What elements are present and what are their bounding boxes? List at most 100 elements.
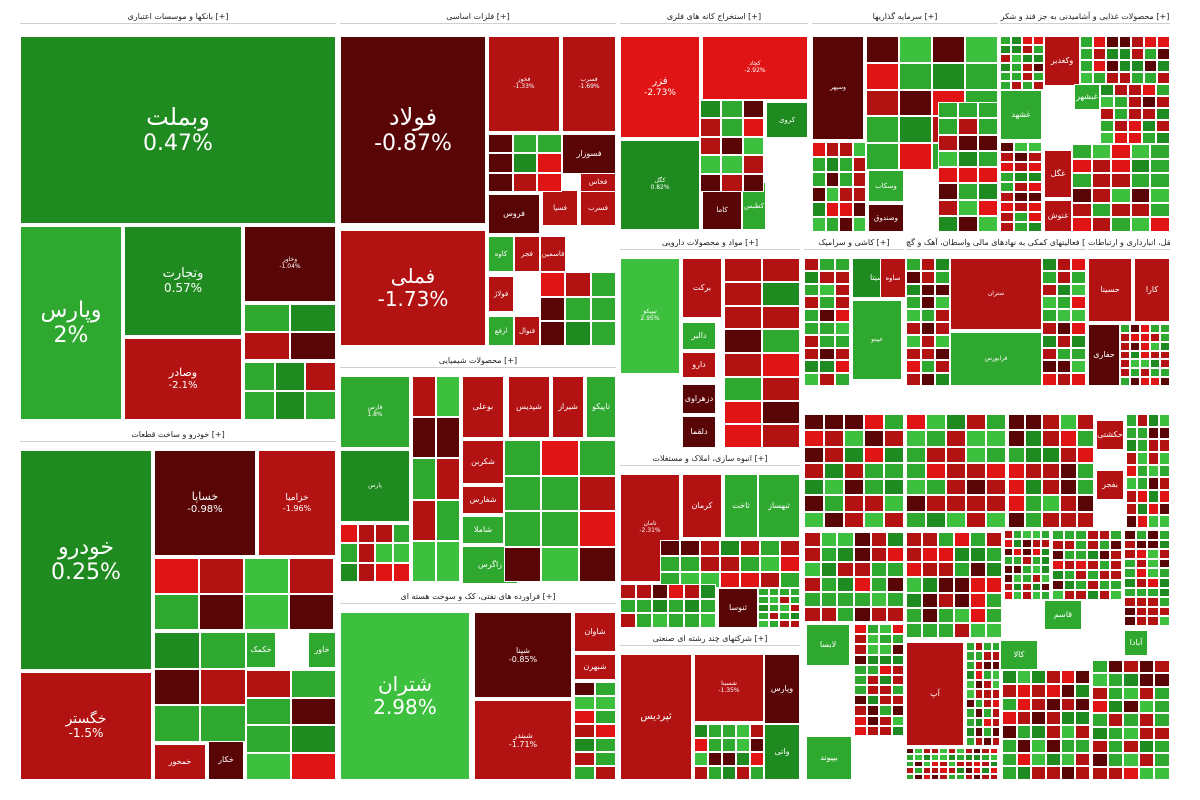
stock-tile-small[interactable]: [879, 715, 892, 726]
stock-tile-small[interactable]: [412, 417, 436, 459]
stock-tile-small[interactable]: [340, 524, 358, 544]
stock-tile-small[interactable]: [1150, 202, 1170, 218]
stock-tile-small[interactable]: [1130, 188, 1151, 203]
stock-tile-small[interactable]: [854, 715, 867, 726]
stock-tile-small[interactable]: [512, 153, 538, 173]
stock-tile-small[interactable]: [819, 334, 835, 348]
stock-tile-small[interactable]: [938, 199, 958, 216]
stock-tile-small[interactable]: [844, 495, 864, 512]
stock-tile-small[interactable]: [879, 664, 892, 675]
stock-tile-small[interactable]: [983, 689, 992, 699]
stock-tile-small[interactable]: [1031, 547, 1041, 557]
stock-tile-small[interactable]: [1040, 582, 1050, 592]
stock-tile-small[interactable]: [1147, 549, 1159, 559]
stock-tile-small[interactable]: [1056, 309, 1072, 322]
stock-tile-small[interactable]: [1014, 212, 1028, 222]
stock-tile-small[interactable]: [1154, 700, 1170, 714]
stock-tile-small[interactable]: [1154, 740, 1170, 754]
stock-tile-small[interactable]: [436, 376, 460, 418]
stock-tile-small[interactable]: [708, 738, 722, 752]
stock-tile-small[interactable]: [1130, 144, 1151, 159]
stock-tile-small[interactable]: [839, 172, 853, 187]
stock-tile-small[interactable]: [1000, 182, 1014, 192]
stock-tile-small[interactable]: [1031, 738, 1046, 753]
stock-tile-small[interactable]: [834, 283, 850, 297]
stock-tile-small[interactable]: [978, 150, 998, 167]
stock-tile-small[interactable]: [1098, 580, 1111, 590]
stock-tile-small[interactable]: [694, 766, 708, 780]
stock-tile-small[interactable]: [1072, 217, 1092, 232]
stock-tile-small[interactable]: [412, 376, 436, 418]
stock-tile-small[interactable]: [866, 116, 899, 144]
stock-tile-small[interactable]: [970, 592, 986, 608]
stock-tile-small[interactable]: [935, 322, 950, 335]
stock-tile-small[interactable]: [684, 584, 700, 599]
stock-tile-small[interactable]: [1131, 36, 1145, 48]
stock-tile-small[interactable]: [978, 134, 998, 151]
stock-tile-small[interactable]: [966, 462, 986, 480]
stock-tile-small[interactable]: [1157, 48, 1170, 60]
stock-tile-small[interactable]: [870, 547, 888, 562]
stock-tile-small[interactable]: [866, 664, 879, 675]
stock-tile-small[interactable]: [244, 362, 275, 391]
stock-tile-small[interactable]: [1159, 452, 1170, 465]
stock-tile-small[interactable]: [854, 624, 867, 635]
stock-tile-small[interactable]: [684, 598, 700, 614]
stock-tile-small[interactable]: [595, 724, 616, 738]
stock-tile-small[interactable]: [906, 622, 922, 638]
stock-tile-small[interactable]: [1124, 616, 1136, 626]
stock-tile[interactable]: وصادر -2.1%: [124, 338, 242, 420]
stock-tile-small[interactable]: [920, 296, 936, 310]
stock-tile-small[interactable]: [964, 760, 973, 768]
stock-tile-small[interactable]: [574, 738, 595, 752]
stock-tile-small[interactable]: [721, 118, 743, 137]
stock-tile-small[interactable]: [991, 736, 1000, 746]
stock-tile-small[interactable]: [154, 705, 200, 742]
stock-tile-small[interactable]: [290, 332, 336, 360]
stock-tile-small[interactable]: [1004, 530, 1014, 539]
stock-tile-small[interactable]: [983, 698, 992, 709]
stock-tile-small[interactable]: [1002, 738, 1017, 753]
stock-tile-small[interactable]: [1000, 81, 1011, 90]
stock-tile-small[interactable]: [1092, 700, 1108, 714]
stock-tile-small[interactable]: [652, 584, 668, 599]
stock-tile-small[interactable]: [970, 607, 986, 623]
stock-tile-small[interactable]: [986, 462, 1006, 480]
stock-tile[interactable]: وپارس: [764, 654, 800, 724]
stock-tile-small[interactable]: [870, 532, 888, 547]
stock-tile-small[interactable]: [1111, 188, 1131, 203]
stock-tile[interactable]: واتی: [764, 724, 800, 780]
stock-tile-small[interactable]: [804, 511, 824, 528]
stock-tile-small[interactable]: [986, 562, 1002, 578]
stock-tile-small[interactable]: [1147, 597, 1159, 607]
stock-tile-small[interactable]: [922, 773, 932, 780]
stock-tile[interactable]: فولاد -0.87%: [340, 36, 486, 224]
stock-tile-small[interactable]: [983, 660, 992, 671]
stock-tile-small[interactable]: [1144, 48, 1158, 60]
stock-tile-small[interactable]: [991, 727, 1000, 737]
stock-tile-small[interactable]: [1014, 152, 1028, 162]
stock-tile-small[interactable]: [854, 695, 867, 706]
stock-tile-small[interactable]: [991, 642, 1000, 652]
stock-tile-small[interactable]: [866, 624, 879, 635]
stock-tile-small[interactable]: [595, 710, 616, 724]
stock-tile-small[interactable]: [1107, 740, 1124, 754]
stock-tile-small[interactable]: [1110, 540, 1122, 550]
stock-tile-small[interactable]: [812, 187, 826, 202]
stock-tile-small[interactable]: [1000, 202, 1014, 212]
stock-tile-small[interactable]: [412, 499, 436, 541]
stock-tile-small[interactable]: [1128, 132, 1142, 144]
stock-tile-small[interactable]: [954, 562, 970, 578]
stock-tile-small[interactable]: [906, 446, 926, 463]
stock-tile-small[interactable]: [1008, 495, 1026, 512]
stock-tile-small[interactable]: [760, 556, 780, 572]
stock-tile-small[interactable]: [866, 715, 879, 726]
stock-tile-small[interactable]: [820, 592, 838, 607]
stock-tile-small[interactable]: [1098, 560, 1111, 570]
stock-tile-small[interactable]: [991, 660, 1000, 671]
stock-tile-small[interactable]: [1080, 60, 1093, 72]
stock-tile-small[interactable]: [1126, 464, 1137, 478]
stock-tile-small[interactable]: [1148, 502, 1159, 516]
stock-tile-small[interactable]: [620, 598, 636, 614]
stock-tile-small[interactable]: [768, 604, 779, 612]
